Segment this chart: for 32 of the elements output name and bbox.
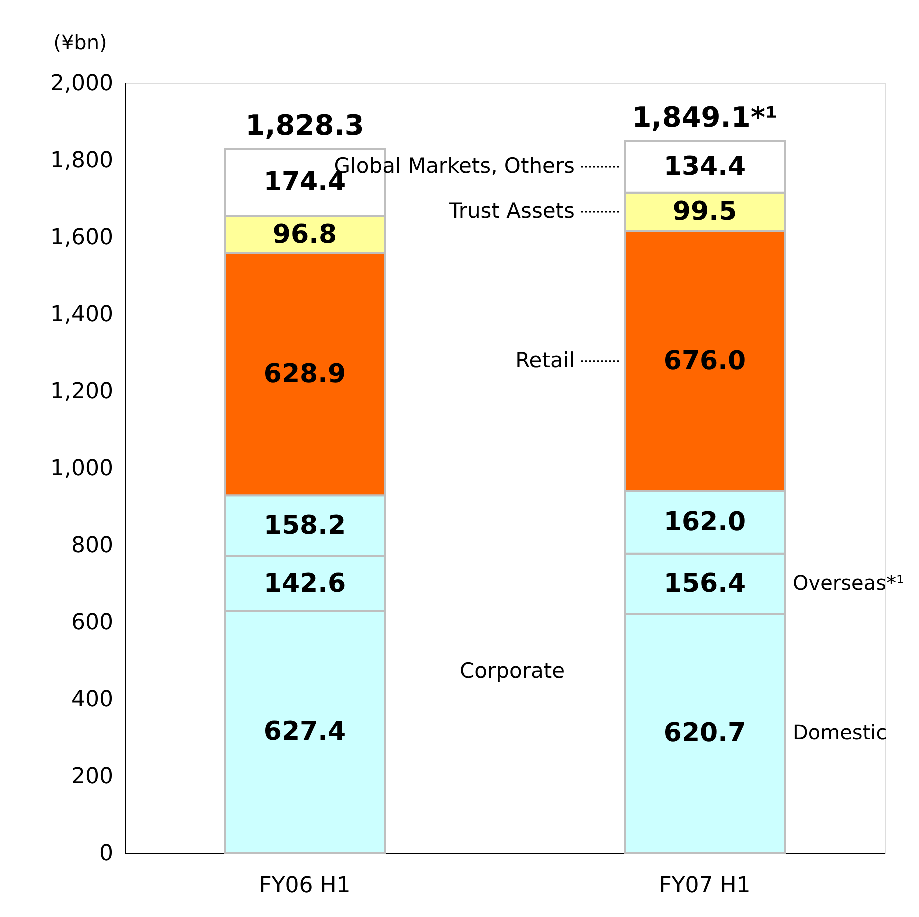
- annotation: Corporate: [460, 659, 565, 684]
- data-label: 156.4: [664, 568, 746, 599]
- y-tick-label: 400: [72, 688, 114, 712]
- y-axis-title: (¥bn): [54, 30, 108, 54]
- y-tick-label: 2,000: [50, 72, 114, 96]
- data-label: 134.4: [664, 152, 746, 182]
- y-tick-label: 0: [100, 842, 114, 866]
- y-tick-label: 1,800: [50, 148, 114, 174]
- data-label: 99.5: [672, 197, 738, 228]
- text: Retail: [516, 348, 575, 372]
- y-tick-label: 1,400: [50, 302, 114, 328]
- data-label: 162.0: [664, 508, 746, 538]
- text: Trust Assets: [448, 199, 575, 224]
- data-label: 96.8: [272, 220, 338, 250]
- y-tick-label: 1,600: [50, 226, 114, 250]
- x-tick-label: FY06 H1: [259, 874, 351, 898]
- data-label: 627.4: [264, 717, 346, 748]
- total-label: 1,828.3: [246, 109, 364, 142]
- series-label: Overseas*¹: [793, 570, 905, 595]
- total-label: 1,849.1*¹: [632, 101, 778, 134]
- data-label: 676.0: [664, 346, 746, 376]
- data-label: 158.2: [264, 511, 346, 542]
- y-tick-label: 1,200: [50, 380, 114, 404]
- y-tick-label: 600: [72, 610, 114, 636]
- y-tick-label: 800: [72, 534, 114, 558]
- series-label: Domestic: [793, 720, 888, 745]
- data-label: 620.7: [664, 718, 746, 749]
- data-label: 142.6: [264, 569, 346, 599]
- y-tick-label: 1,000: [50, 456, 114, 482]
- x-tick-label: FY07 H1: [659, 874, 751, 898]
- y-tick-label: 200: [72, 764, 114, 790]
- data-label: 628.9: [264, 360, 346, 390]
